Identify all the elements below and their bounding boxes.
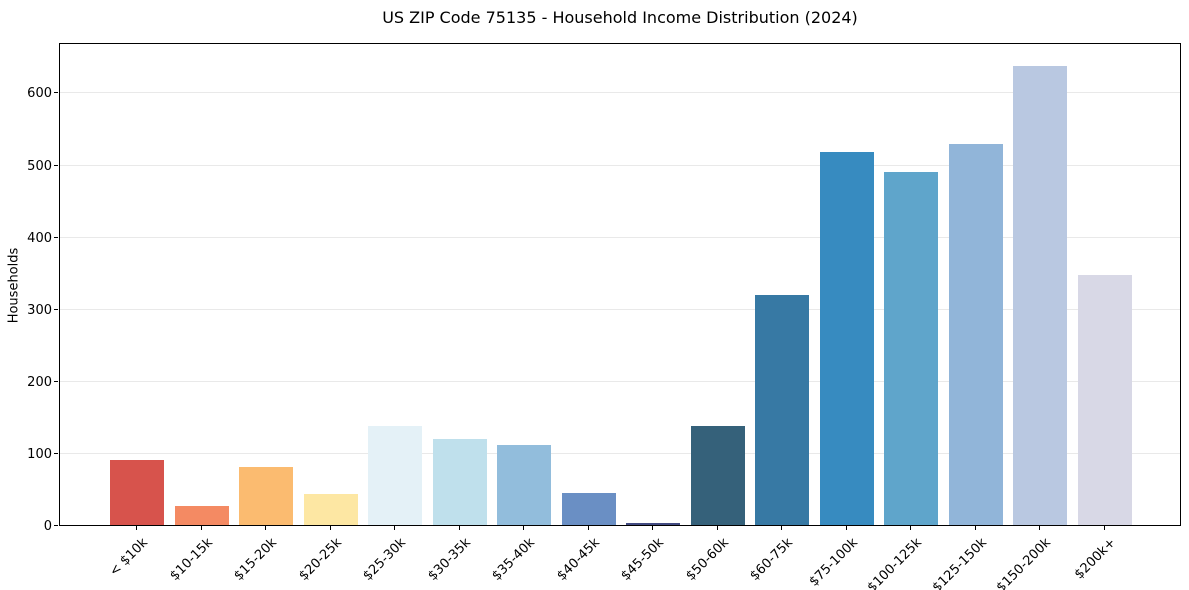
x-tick-label: $75-100k xyxy=(806,535,861,590)
x-tick-mark xyxy=(652,526,654,530)
x-tick-label: $200k+ xyxy=(1071,535,1119,583)
gridline-y100 xyxy=(60,452,1180,454)
y-tick-label: 0 xyxy=(43,519,52,534)
y-tick-label: 200 xyxy=(27,374,52,390)
x-tick-mark xyxy=(910,526,912,530)
x-tick-label: $15-20k xyxy=(231,535,281,584)
x-tick-mark xyxy=(716,526,718,530)
plot-area xyxy=(59,43,1181,526)
y-tick-label: 400 xyxy=(27,230,52,246)
gridline-y200 xyxy=(60,380,1180,382)
x-tick-mark xyxy=(523,526,525,530)
y-tick-mark xyxy=(54,452,58,454)
y-tick-label: 500 xyxy=(27,158,52,174)
x-tick-mark xyxy=(974,526,976,530)
bar-15-20k xyxy=(239,466,294,525)
bar-60-75k xyxy=(755,295,810,525)
gridline-y400 xyxy=(60,236,1180,238)
x-tick-label: $20-25k xyxy=(296,535,345,584)
bar-50-60k xyxy=(690,426,745,525)
x-tick-label: $30-35k xyxy=(425,535,474,584)
y-tick-mark xyxy=(54,164,58,166)
y-tick-label: 100 xyxy=(27,446,52,462)
gridline-y600 xyxy=(60,92,1180,94)
y-tick-mark xyxy=(54,380,58,382)
y-tick-mark xyxy=(54,308,58,310)
y-tick-label: 600 xyxy=(27,86,52,102)
x-tick-mark xyxy=(587,526,589,530)
y-axis-label: Households xyxy=(6,247,22,324)
y-tick-mark xyxy=(54,525,58,526)
bar-150-200k xyxy=(1013,65,1068,525)
bar-10k xyxy=(110,460,165,525)
x-tick-mark xyxy=(1103,526,1105,530)
x-tick-mark xyxy=(136,526,138,530)
x-tick-mark xyxy=(845,526,847,530)
x-tick-label: $35-40k xyxy=(489,535,539,584)
x-tick-mark xyxy=(1039,526,1041,530)
x-tick-label: $10-15k xyxy=(167,535,216,584)
x-tick-label: $25-30k xyxy=(360,535,410,584)
x-tick-label: $50-60k xyxy=(683,535,732,584)
x-tick-label: $150-200k xyxy=(993,535,1055,590)
x-tick-label: $125-150k xyxy=(929,535,990,590)
bar-75-100k xyxy=(819,152,874,525)
x-tick-label: $60-75k xyxy=(747,535,797,584)
x-tick-label: $45-50k xyxy=(618,535,668,584)
x-tick-mark xyxy=(200,526,202,530)
x-tick-mark xyxy=(394,526,396,530)
bar-30-35k xyxy=(432,438,487,525)
y-tick-mark xyxy=(54,92,58,94)
gridline-y300 xyxy=(60,308,1180,310)
x-tick-label: < $10k xyxy=(107,535,152,580)
x-tick-mark xyxy=(265,526,267,530)
x-tick-label: $40-45k xyxy=(554,535,603,584)
x-tick-mark xyxy=(781,526,783,530)
bar-25-30k xyxy=(368,426,423,525)
y-tick-label: 300 xyxy=(27,302,52,318)
bar-100-125k xyxy=(884,171,939,525)
x-tick-label: $100-125k xyxy=(864,535,926,590)
x-tick-mark xyxy=(458,526,460,530)
bar-20-25k xyxy=(303,494,358,525)
bar-35-40k xyxy=(497,444,552,525)
gridline-y500 xyxy=(60,164,1180,166)
bar-10-15k xyxy=(174,506,229,525)
y-tick-mark xyxy=(54,236,58,238)
bar-40-45k xyxy=(561,492,616,525)
x-tick-mark xyxy=(329,526,331,530)
bar-125-150k xyxy=(948,144,1003,525)
bar-200k xyxy=(1077,274,1132,525)
bar-45-50k xyxy=(626,522,681,525)
chart-title: US ZIP Code 75135 - Household Income Dis… xyxy=(382,8,858,27)
